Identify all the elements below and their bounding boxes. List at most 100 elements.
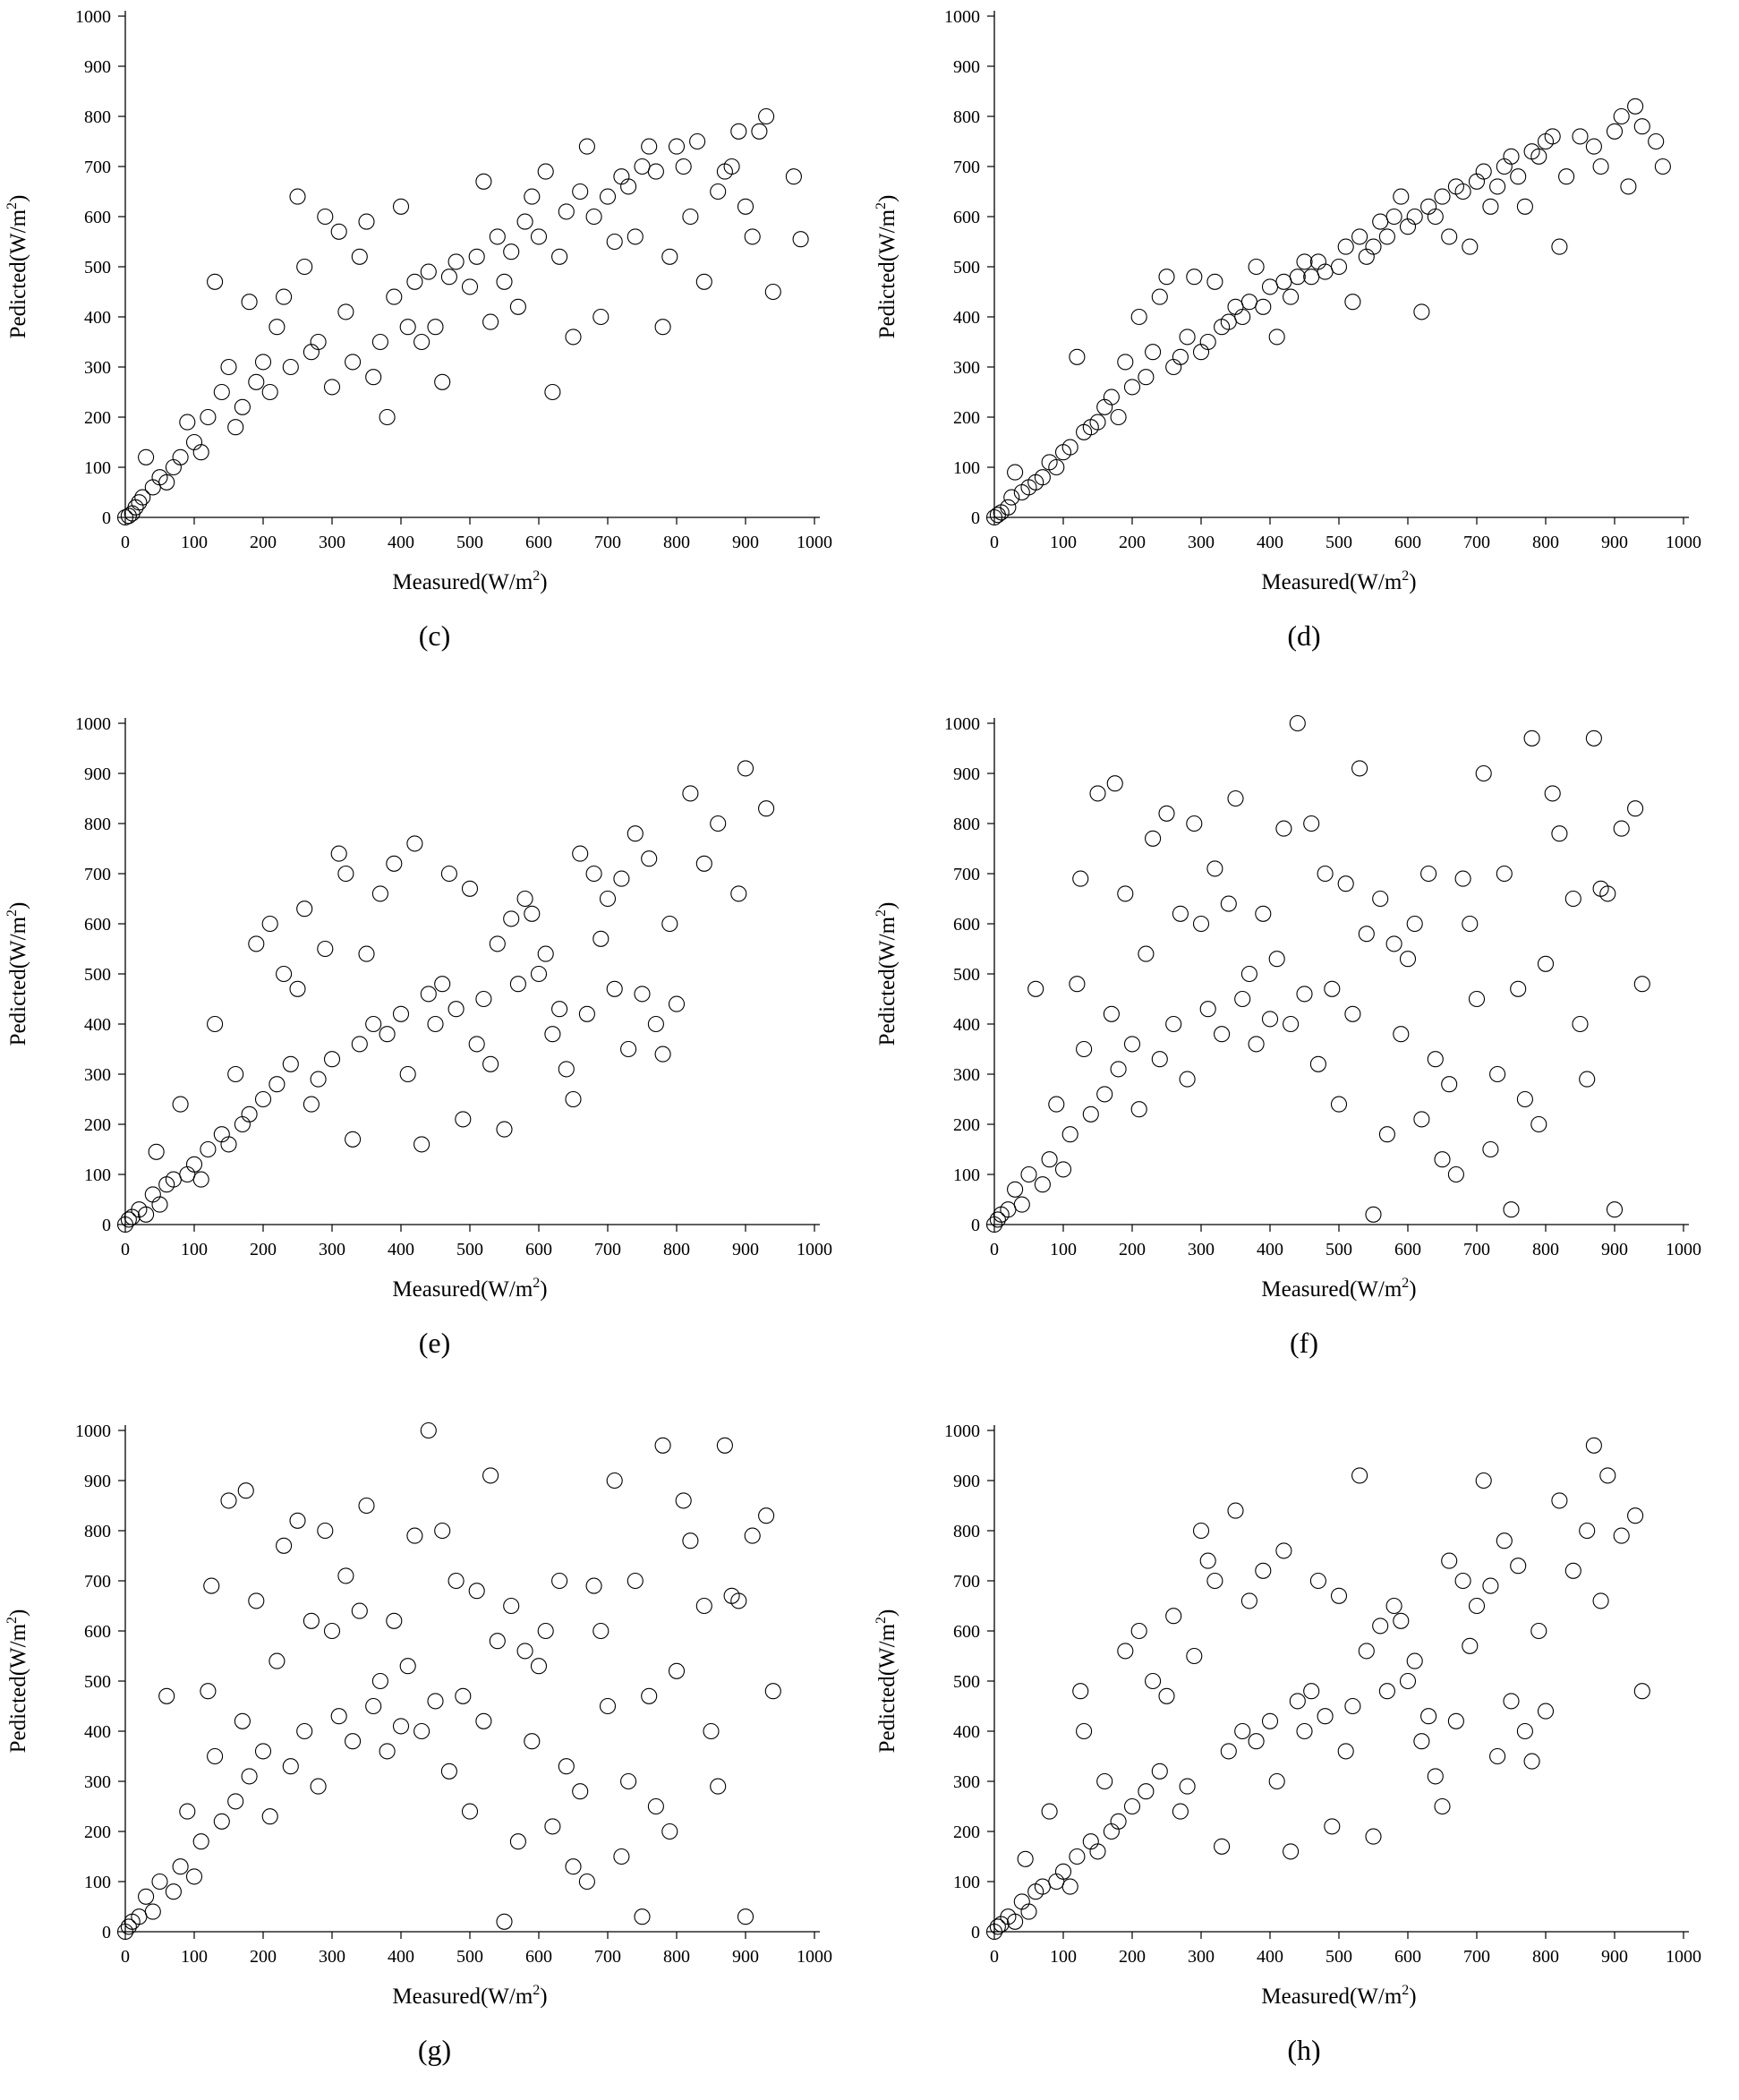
scatter-point [1048,458,1065,476]
scatter-point [1206,273,1223,290]
scatter-point [544,1818,561,1835]
scatter-point [1214,1838,1231,1855]
scatter-point [1558,168,1575,185]
x-tick-label: 600 [525,1240,552,1259]
scatter-point [151,1873,168,1891]
x-tick-label: 300 [319,1240,345,1259]
scatter-point [744,228,761,245]
scatter-point [1462,1637,1479,1654]
scatter-point [558,203,575,220]
scatter-point [1007,1181,1024,1198]
scatter-point [710,1778,727,1795]
y-tick-label: 600 [953,1622,980,1642]
panel-caption: (e) [418,1327,451,1359]
scatter-point [185,1156,203,1173]
x-tick-label: 0 [990,1240,999,1259]
scatter-point [509,976,526,993]
scatter-point [158,1176,175,1193]
scatter-point [227,1065,244,1083]
scatter-point [289,1512,306,1529]
y-tick-label: 0 [102,508,111,528]
x-tick-label: 300 [1188,1240,1215,1259]
scatter-point [1145,344,1162,361]
scatter-point [386,288,403,305]
scatter-point [1523,730,1540,747]
x-tick-label: 1000 [797,1240,832,1259]
scatter-point [634,1908,651,1925]
scatter-point [1261,278,1279,295]
scatter-point [585,1577,602,1594]
scatter-point [668,138,686,155]
scatter-point [1013,1196,1030,1213]
scatter-point [1516,1090,1533,1108]
scatter-point [1227,790,1244,807]
panel-caption: (d) [1287,619,1321,652]
y-tick-label: 1000 [75,7,111,27]
scatter-point [207,1747,224,1765]
scatter-point [120,1918,137,1935]
scatter-point [592,1622,610,1640]
scatter-point [723,158,740,175]
scatter-point [310,1071,327,1088]
panel-caption: (c) [418,619,451,652]
scatter-point [248,373,265,390]
scatter-point [1585,138,1602,155]
x-tick-label: 100 [1050,533,1077,552]
scatter-point [241,294,258,311]
scatter-point [365,1697,382,1715]
x-tick-label: 300 [1188,1947,1215,1967]
scatter-point [475,173,492,190]
y-tick-label: 0 [971,508,980,528]
panel-h: 0 100 200 300 400 500 600 700 800 900 1000 0 100 200 3… [869,1414,1739,2095]
scatter-point [1462,238,1479,255]
scatter-point [1447,178,1464,195]
scatter-point [1289,714,1306,732]
scatter-point [1151,1763,1168,1780]
scatter-point [1324,1818,1341,1835]
scatter-point [1248,1733,1265,1750]
scatter-point [606,1472,623,1490]
scatter-point [1172,1803,1189,1820]
scatter-point [1475,764,1492,782]
scatter-point [1503,148,1520,165]
scatter-point [241,1105,258,1123]
scatter-point [1606,1201,1624,1218]
scatter-point [1344,294,1361,311]
x-tick-label: 500 [1326,1240,1352,1259]
scatter-point [330,845,347,862]
scatter-point [1289,1693,1306,1710]
scatter-point [1192,915,1210,933]
scatter-point [544,383,561,401]
y-tick-label: 1000 [944,1421,980,1441]
scatter-point [1378,1126,1395,1143]
scatter-point [572,183,589,201]
scatter-point [399,319,416,336]
scatter-point [434,373,451,390]
scatter-point [1206,1572,1223,1590]
scatter-point [661,1823,678,1840]
scatter-point [165,458,182,476]
y-tick-label: 800 [84,107,111,127]
scatter-point [282,1055,299,1072]
scatter-point [1447,1165,1464,1183]
scatter-point [1069,1848,1086,1865]
x-tick-label: 900 [1601,1240,1628,1259]
scatter-point [220,358,237,376]
x-tick-label: 600 [1394,533,1421,552]
scatter-point [345,1733,362,1750]
scatter-point [516,213,533,230]
x-tick-label: 0 [121,1947,130,1967]
scatter-point [1537,1703,1555,1720]
scatter-point [1089,785,1106,802]
scatter-point [248,935,265,952]
scatter-point [565,1090,582,1108]
scatter-point [165,1171,182,1188]
scatter-point [1054,444,1072,461]
y-tick-label: 800 [953,815,980,834]
scatter-point [227,1793,244,1810]
x-tick-label: 500 [456,533,483,552]
scatter-point [261,915,278,933]
scatter-point [1117,354,1134,371]
scatter-point [261,383,278,401]
y-tick-label: 400 [84,1722,111,1742]
